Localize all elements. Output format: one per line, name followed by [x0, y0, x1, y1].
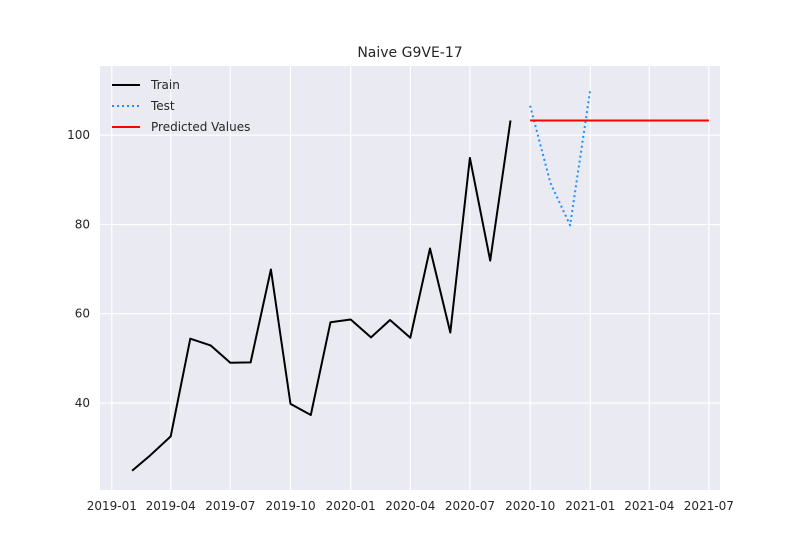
legend-label: Predicted Values — [151, 120, 250, 134]
y-tick-label: 100 — [67, 128, 90, 142]
chart-title: Naive G9VE-17 — [357, 45, 462, 61]
grid — [100, 66, 720, 490]
y-axis: 40 60 80 100 — [67, 128, 90, 410]
legend-label: Train — [150, 78, 180, 92]
legend-label: Test — [150, 99, 175, 113]
series-line-test — [529, 88, 592, 227]
x-tick-label: 2019-01 — [87, 499, 137, 513]
y-tick-label: 80 — [75, 217, 90, 231]
x-tick-label: 2020-01 — [326, 499, 376, 513]
x-tick-label: 2019-07 — [205, 499, 255, 513]
x-tick-label: 2021-01 — [565, 499, 615, 513]
legend: Train Test Predicted Values — [112, 78, 250, 134]
x-tick-label: 2020-04 — [385, 499, 435, 513]
series-layer — [131, 88, 709, 472]
x-tick-label: 2019-10 — [265, 499, 315, 513]
x-axis: 2019-01 2019-04 2019-07 2019-10 2020-01 2020-… — [87, 499, 734, 513]
x-tick-label: 2019-04 — [146, 499, 196, 513]
x-tick-label: 2021-07 — [684, 499, 734, 513]
x-tick-label: 2020-10 — [505, 499, 555, 513]
y-tick-label: 60 — [75, 307, 90, 321]
series-line-train — [131, 120, 512, 472]
x-tick-label: 2021-04 — [624, 499, 674, 513]
x-tick-label: 2020-07 — [445, 499, 495, 513]
y-tick-label: 40 — [75, 396, 90, 410]
